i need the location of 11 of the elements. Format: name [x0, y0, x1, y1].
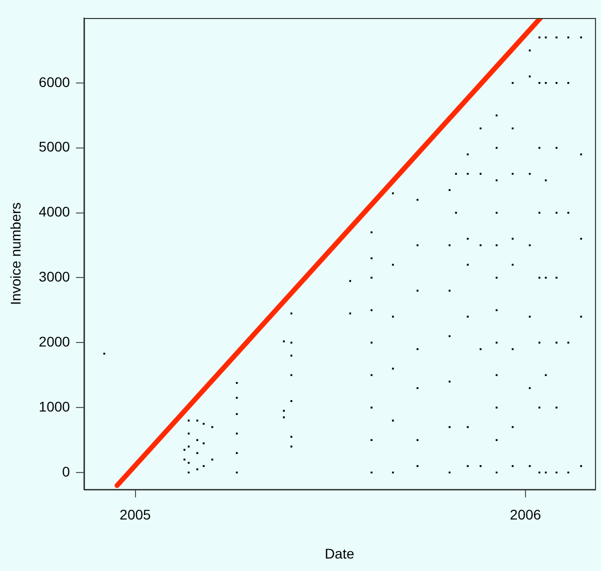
- y-tick-label: 2000: [38, 334, 70, 350]
- x-tick-label: 2005: [120, 506, 152, 523]
- y-tick-label: 0: [62, 463, 70, 480]
- y-tick-label: 6000: [38, 74, 70, 90]
- y-tick-label: 1000: [38, 398, 70, 414]
- x-tick-label: 2006: [510, 506, 542, 523]
- y-tick-label: 5000: [38, 138, 70, 155]
- x-axis-title: Date: [324, 545, 354, 562]
- y-tick-label: 3000: [38, 268, 70, 285]
- y-tick-label: 4000: [38, 204, 70, 220]
- y-axis-title: Invoice numbers: [7, 202, 24, 306]
